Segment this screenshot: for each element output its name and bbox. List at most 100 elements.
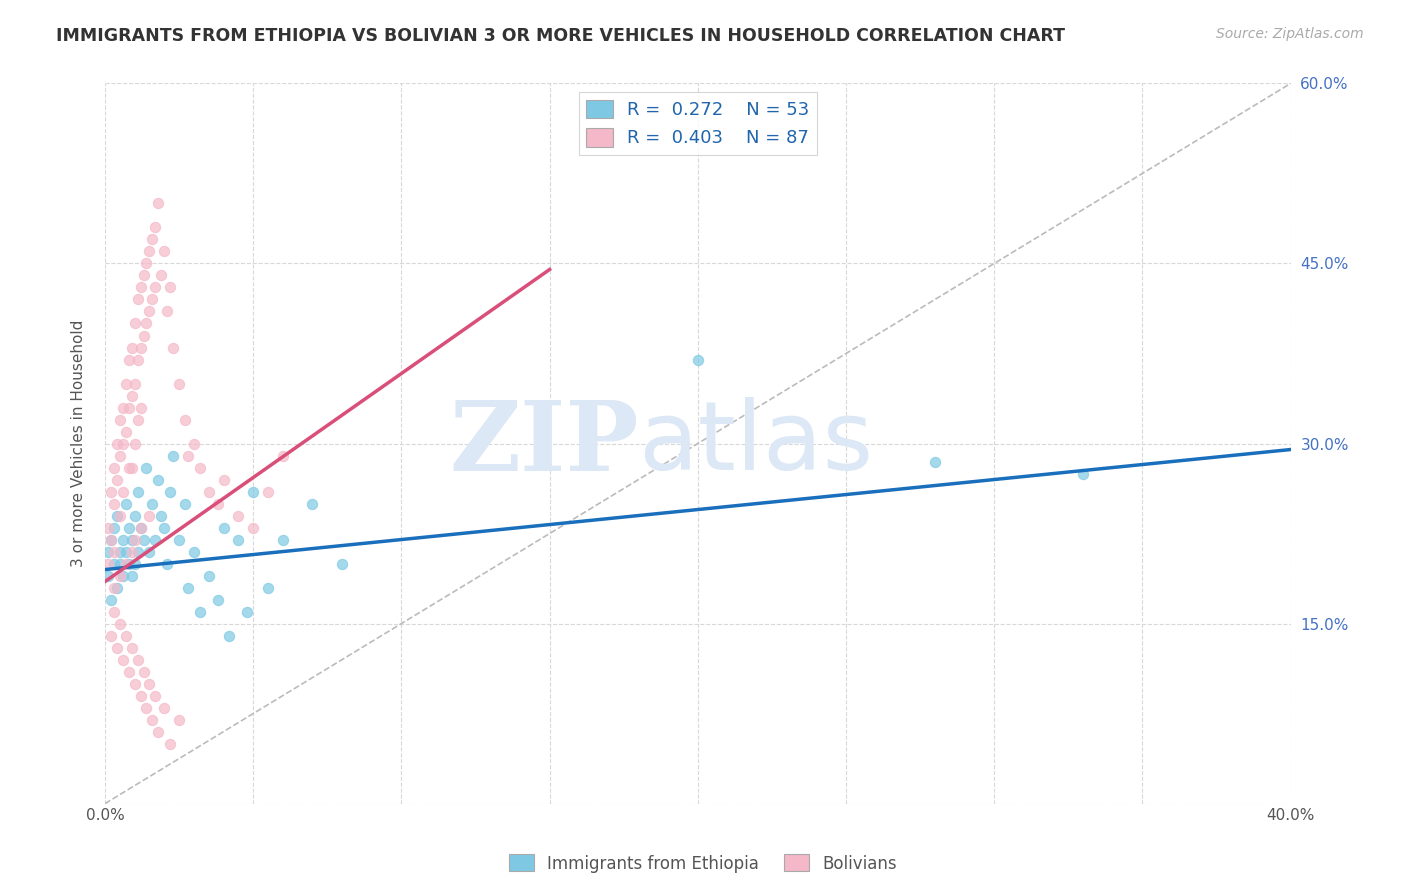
- Point: [197, 568, 219, 582]
- Point: [153, 244, 176, 259]
- Point: [100, 592, 122, 607]
- Point: [153, 700, 176, 714]
- Point: [135, 317, 157, 331]
- Point: [108, 508, 131, 523]
- Point: [167, 376, 190, 391]
- Point: [127, 352, 149, 367]
- Point: [132, 665, 155, 679]
- Point: [141, 497, 163, 511]
- Point: [103, 460, 125, 475]
- Point: [162, 449, 184, 463]
- Point: [124, 676, 146, 690]
- Point: [177, 581, 200, 595]
- Point: [108, 412, 131, 426]
- Point: [132, 328, 155, 343]
- Point: [124, 436, 146, 450]
- Point: [129, 341, 152, 355]
- Point: [114, 425, 136, 439]
- Point: [118, 352, 141, 367]
- Point: [174, 412, 197, 426]
- Point: [124, 317, 146, 331]
- Point: [103, 497, 125, 511]
- Point: [150, 268, 173, 283]
- Point: [105, 436, 128, 450]
- Point: [135, 256, 157, 270]
- Point: [114, 376, 136, 391]
- Point: [100, 533, 122, 547]
- Point: [103, 520, 125, 534]
- Point: [124, 508, 146, 523]
- Point: [188, 460, 211, 475]
- Point: [218, 629, 240, 643]
- Point: [132, 533, 155, 547]
- Point: [228, 533, 250, 547]
- Point: [114, 497, 136, 511]
- Point: [108, 544, 131, 558]
- Point: [145, 689, 167, 703]
- Point: [129, 280, 152, 294]
- Point: [138, 544, 160, 558]
- Point: [207, 592, 229, 607]
- Point: [188, 605, 211, 619]
- Point: [103, 544, 125, 558]
- Point: [156, 304, 179, 318]
- Point: [111, 484, 134, 499]
- Legend: Immigrants from Ethiopia, Bolivians: Immigrants from Ethiopia, Bolivians: [502, 847, 904, 880]
- Point: [108, 616, 131, 631]
- Point: [111, 401, 134, 415]
- Point: [141, 713, 163, 727]
- Point: [271, 533, 294, 547]
- Text: atlas: atlas: [638, 397, 873, 490]
- Point: [111, 568, 134, 582]
- Point: [127, 293, 149, 307]
- Point: [145, 280, 167, 294]
- Point: [301, 497, 323, 511]
- Point: [114, 557, 136, 571]
- Point: [156, 557, 179, 571]
- Point: [135, 460, 157, 475]
- Point: [118, 401, 141, 415]
- Point: [138, 676, 160, 690]
- Point: [127, 544, 149, 558]
- Point: [121, 640, 143, 655]
- Point: [127, 412, 149, 426]
- Point: [141, 232, 163, 246]
- Point: [242, 484, 264, 499]
- Point: [138, 508, 160, 523]
- Point: [103, 581, 125, 595]
- Point: [271, 449, 294, 463]
- Point: [138, 304, 160, 318]
- Point: [236, 605, 259, 619]
- Point: [121, 460, 143, 475]
- Point: [141, 293, 163, 307]
- Point: [124, 557, 146, 571]
- Point: [148, 473, 170, 487]
- Text: IMMIGRANTS FROM ETHIOPIA VS BOLIVIAN 3 OR MORE VEHICLES IN HOUSEHOLD CORRELATION: IMMIGRANTS FROM ETHIOPIA VS BOLIVIAN 3 O…: [56, 27, 1066, 45]
- Point: [159, 737, 181, 751]
- Point: [97, 520, 120, 534]
- Point: [111, 436, 134, 450]
- Point: [121, 533, 143, 547]
- Point: [129, 520, 152, 534]
- Point: [108, 557, 131, 571]
- Point: [105, 473, 128, 487]
- Point: [212, 473, 235, 487]
- Point: [183, 544, 205, 558]
- Point: [129, 401, 152, 415]
- Point: [257, 581, 280, 595]
- Point: [257, 484, 280, 499]
- Point: [132, 268, 155, 283]
- Point: [138, 244, 160, 259]
- Point: [111, 652, 134, 666]
- Point: [145, 533, 167, 547]
- Point: [118, 460, 141, 475]
- Point: [114, 544, 136, 558]
- Point: [103, 557, 125, 571]
- Point: [177, 449, 200, 463]
- Legend: R =  0.272    N = 53, R =  0.403    N = 87: R = 0.272 N = 53, R = 0.403 N = 87: [579, 93, 817, 154]
- Point: [212, 520, 235, 534]
- Point: [97, 544, 120, 558]
- Point: [105, 640, 128, 655]
- Point: [121, 544, 143, 558]
- Point: [105, 581, 128, 595]
